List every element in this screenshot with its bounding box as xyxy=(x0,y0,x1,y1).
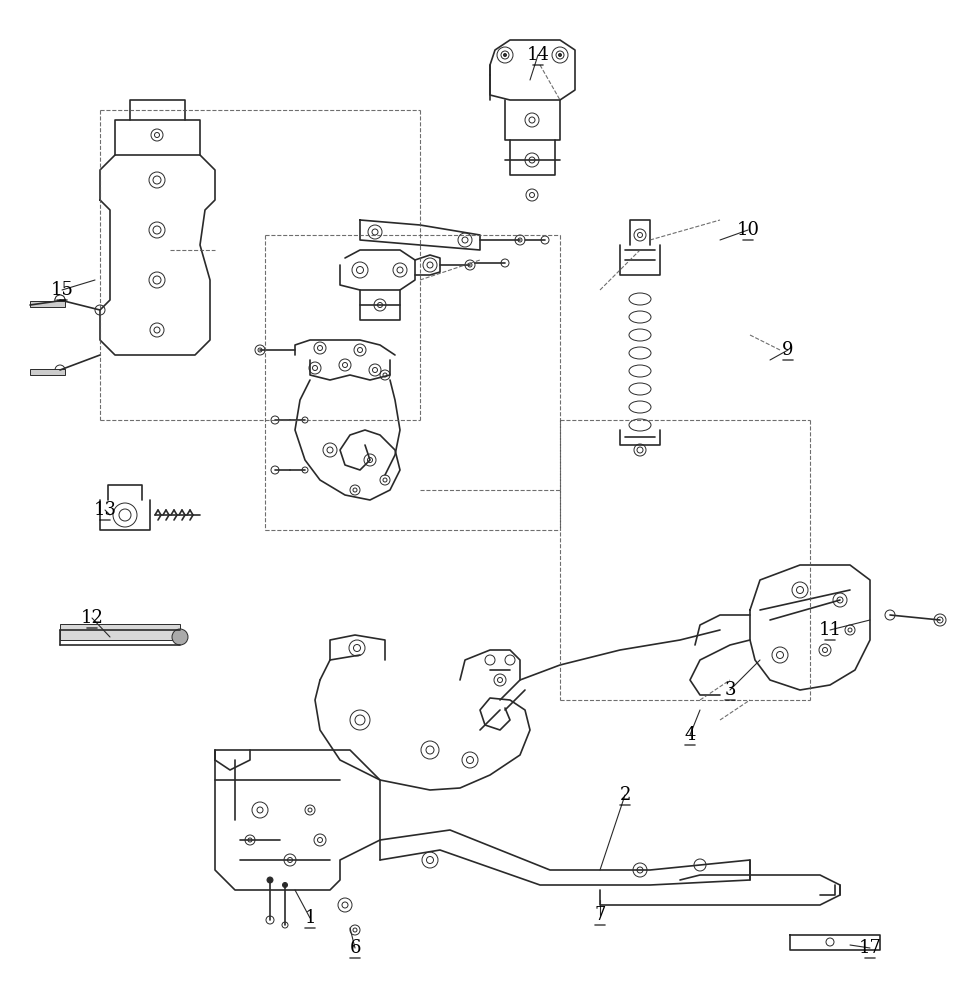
Text: 3: 3 xyxy=(724,681,736,699)
Text: 15: 15 xyxy=(51,281,74,299)
Text: 17: 17 xyxy=(858,939,881,957)
Circle shape xyxy=(282,882,287,888)
Text: 10: 10 xyxy=(737,221,760,239)
Circle shape xyxy=(172,629,188,645)
Text: 12: 12 xyxy=(80,609,104,627)
Text: 2: 2 xyxy=(619,786,631,804)
Bar xyxy=(60,624,180,640)
Circle shape xyxy=(559,53,562,56)
Text: 1: 1 xyxy=(304,909,316,927)
Text: 11: 11 xyxy=(818,621,842,639)
Text: 9: 9 xyxy=(782,341,794,359)
Text: 6: 6 xyxy=(349,939,361,957)
Circle shape xyxy=(55,295,65,305)
Bar xyxy=(30,301,65,307)
Text: 4: 4 xyxy=(684,726,696,744)
Text: 13: 13 xyxy=(93,501,117,519)
Circle shape xyxy=(504,53,507,56)
Circle shape xyxy=(267,877,273,883)
Bar xyxy=(30,369,65,375)
Text: 7: 7 xyxy=(594,906,606,924)
Text: 14: 14 xyxy=(526,46,550,64)
